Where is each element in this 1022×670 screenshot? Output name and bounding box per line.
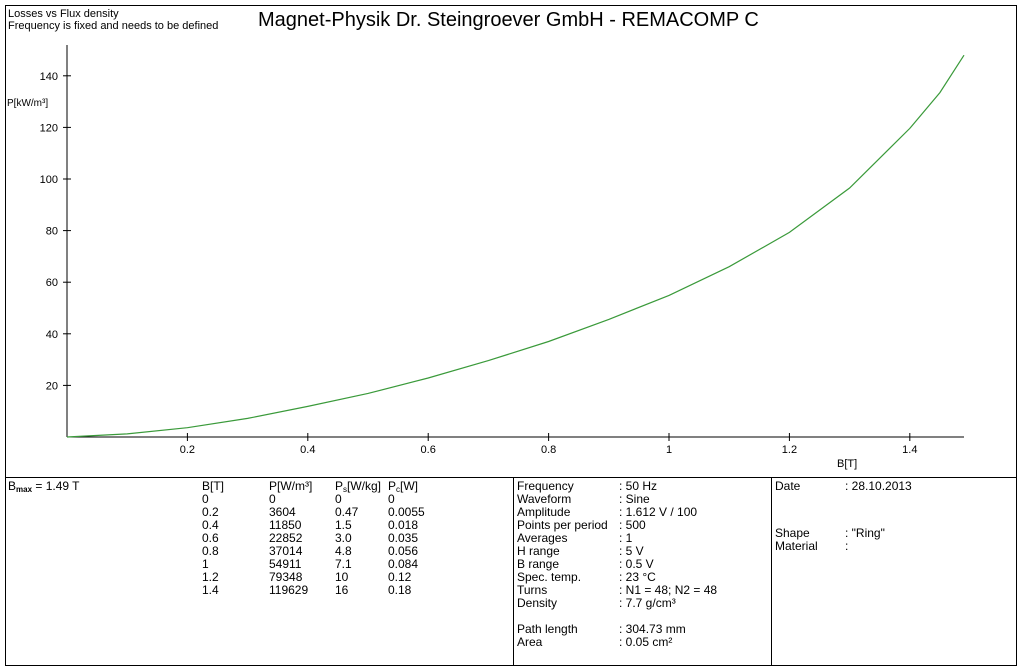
x-tick-label: 0.8 [541, 444, 556, 456]
param-value-cell: : 500 [619, 518, 646, 532]
table-ps-cell: 7.1 [335, 557, 352, 571]
param-label-cell: Density [517, 596, 558, 610]
param-label-cell: Path length [517, 622, 578, 636]
y-tick-label: 60 [46, 277, 58, 289]
param-value-cell: : 1 [619, 531, 633, 545]
bmax-readout: Bmax = 1.49 T [8, 479, 80, 494]
x-tick-label: 0.6 [421, 444, 436, 456]
table-header-pc: Pc[W] [388, 479, 419, 494]
shape-label: Shape [775, 526, 810, 540]
x-tick-label: 1 [666, 444, 672, 456]
table-ps-cell: 0 [335, 492, 342, 506]
table-pc-cell: 0.084 [388, 557, 419, 571]
param-label-cell: B range [517, 557, 560, 571]
chart-subtitle-line1: Losses vs Flux density [8, 8, 119, 20]
param-label-cell: Spec. temp. [517, 570, 582, 584]
table-b-cell: 0.6 [202, 531, 219, 545]
param-label-cell: Averages [517, 531, 568, 545]
table-pc-cell: 0.035 [388, 531, 419, 545]
param-value-cell: : 0.05 cm² [619, 635, 673, 649]
param-value-cell: : 5 V [619, 544, 644, 558]
x-tick-label: 1.4 [902, 444, 917, 456]
report-frame [5, 5, 1017, 666]
table-col-b: B[T] 0 0.2 0.4 0.6 0.8 1 1.2 1.4 [202, 479, 225, 597]
table-ps-cell: 3.0 [335, 531, 352, 545]
table-header-b: B[T] [202, 479, 225, 493]
divider-2 [771, 477, 772, 666]
param-value-cell: : 7.7 g/cm³ [619, 596, 676, 610]
y-tick-label: 100 [40, 174, 58, 186]
params-values: : 50 Hz: Sine: 1.612 V / 100: 500: 1: 5 … [619, 480, 717, 649]
y-tick-label: 140 [40, 71, 58, 83]
x-tick-label: 0.2 [180, 444, 195, 456]
series-line [66, 54, 965, 438]
material-value: : [845, 539, 849, 553]
param-label-cell: Points per period [517, 518, 608, 532]
y-axis-label: P[kW/m³] [7, 98, 48, 109]
date-label: Date [775, 479, 801, 493]
table-p-cell: 22852 [269, 531, 303, 545]
table-pc-cell: 0.18 [388, 583, 412, 597]
table-p-cell: 37014 [269, 544, 303, 558]
data-panel [5, 477, 1017, 666]
table-header-ps: Ps[W/kg] [335, 479, 382, 494]
param-label-cell: Area [517, 635, 543, 649]
param-value-cell: : Sine [619, 492, 650, 506]
table-p-cell: 54911 [269, 557, 302, 571]
y-tick-label: 40 [46, 329, 58, 341]
table-b-cell: 1.2 [202, 570, 219, 584]
table-p-cell: 0 [269, 492, 276, 506]
table-p-cell: 11850 [269, 518, 302, 532]
table-b-cell: 0 [202, 492, 209, 506]
divider-1 [513, 477, 514, 666]
table-b-cell: 1.4 [202, 583, 219, 597]
table-ps-cell: 1.5 [335, 518, 352, 532]
param-label-cell: Frequency [517, 479, 574, 493]
param-value-cell: : 0.5 V [619, 557, 654, 571]
table-col-p: P[W/m³] 0 3604 11850 22852 37014 54911 79348 11… [269, 479, 313, 597]
y-tick-label: 20 [46, 380, 58, 392]
param-value-cell: : 50 Hz [619, 479, 658, 493]
table-ps-cell: 10 [335, 570, 349, 584]
chart-subtitle-line2: Frequency is fixed and needs to be defin… [8, 20, 219, 32]
x-tick-label: 1.2 [782, 444, 797, 456]
shape-value: : "Ring" [845, 526, 885, 540]
table-b-cell: 0.2 [202, 505, 219, 519]
params-labels: Frequency Waveform Amplitude Points per per… [517, 480, 608, 649]
table-p-cell: 79348 [269, 570, 303, 584]
table-pc-cell: 0.12 [388, 570, 412, 584]
material-label: Material [775, 539, 818, 553]
table-col-pc: Pc[W] 0 0.0055 0.018 0.035 0.056 0.084 0.12 0.1… [388, 479, 425, 597]
param-label-cell: Amplitude [517, 505, 571, 519]
y-tick-label: 80 [46, 226, 58, 238]
table-pc-cell: 0.0055 [388, 505, 425, 519]
param-value-cell: : 304.73 mm [619, 622, 686, 636]
param-label-cell: Waveform [517, 492, 572, 506]
param-label-cell: Turns [517, 583, 548, 597]
param-value-cell: : 23 °C [619, 570, 656, 584]
table-pc-cell: 0.018 [388, 518, 419, 532]
table-col-ps: Ps[W/kg] 0 0.47 1.5 3.0 4.8 7.1 10 16 [335, 479, 382, 597]
table-pc-cell: 0.056 [388, 544, 419, 558]
x-tick-label: 0.4 [300, 444, 315, 456]
x-axis-label: B[T] [837, 458, 857, 470]
param-value-cell: : N1 = 48; N2 = 48 [619, 583, 718, 597]
table-p-cell: 119629 [269, 583, 309, 597]
table-p-cell: 3604 [269, 505, 296, 519]
y-tick-label: 120 [40, 122, 58, 134]
param-label-cell: H range [517, 544, 560, 558]
table-b-cell: 1 [202, 557, 209, 571]
table-b-cell: 0.4 [202, 518, 219, 532]
table-b-cell: 0.8 [202, 544, 219, 558]
table-pc-cell: 0 [388, 492, 395, 506]
table-ps-cell: 16 [335, 583, 349, 597]
param-value-cell: : 1.612 V / 100 [619, 505, 698, 519]
chart-area: 0.2 0.4 0.6 0.8 1 1.2 1.4 20 40 60 80 100 120 140 P[k… [7, 45, 965, 470]
chart-axes [63, 45, 964, 441]
table-header-p: P[W/m³] [269, 479, 313, 493]
table-ps-cell: 4.8 [335, 544, 352, 558]
report-title: Magnet-Physik Dr. Steingroever GmbH - RE… [258, 9, 759, 31]
table-ps-cell: 0.47 [335, 505, 359, 519]
date-value: : 28.10.2013 [845, 479, 912, 493]
